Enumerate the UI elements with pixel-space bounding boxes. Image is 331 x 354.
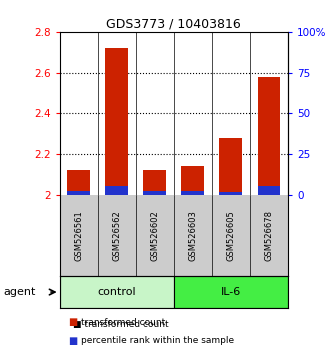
Text: ■: ■ — [68, 317, 77, 327]
Bar — [105, 186, 128, 195]
Bar — [219, 138, 242, 195]
Bar — [219, 192, 242, 195]
Text: GSM526603: GSM526603 — [188, 210, 197, 261]
Text: GSM526561: GSM526561 — [74, 210, 83, 261]
Bar — [143, 192, 166, 195]
Text: agent: agent — [3, 287, 36, 297]
Bar — [174, 276, 288, 308]
Text: GSM526562: GSM526562 — [112, 210, 121, 261]
Bar — [105, 48, 128, 195]
Text: ■ transformed count: ■ transformed count — [73, 320, 168, 329]
Title: GDS3773 / 10403816: GDS3773 / 10403816 — [106, 18, 241, 31]
Bar — [258, 186, 280, 195]
Text: control: control — [97, 287, 136, 297]
Bar — [67, 170, 90, 195]
Bar — [258, 76, 280, 195]
Text: IL-6: IL-6 — [221, 287, 241, 297]
Bar — [67, 192, 90, 195]
Text: transformed count: transformed count — [81, 318, 166, 327]
Text: GSM526605: GSM526605 — [226, 210, 235, 261]
Bar — [181, 192, 204, 195]
Bar — [143, 170, 166, 195]
Text: percentile rank within the sample: percentile rank within the sample — [81, 336, 234, 345]
Text: ■: ■ — [68, 336, 77, 346]
Text: GSM526602: GSM526602 — [150, 210, 159, 261]
Bar — [60, 276, 174, 308]
Text: GSM526678: GSM526678 — [264, 210, 273, 261]
Bar — [181, 166, 204, 195]
